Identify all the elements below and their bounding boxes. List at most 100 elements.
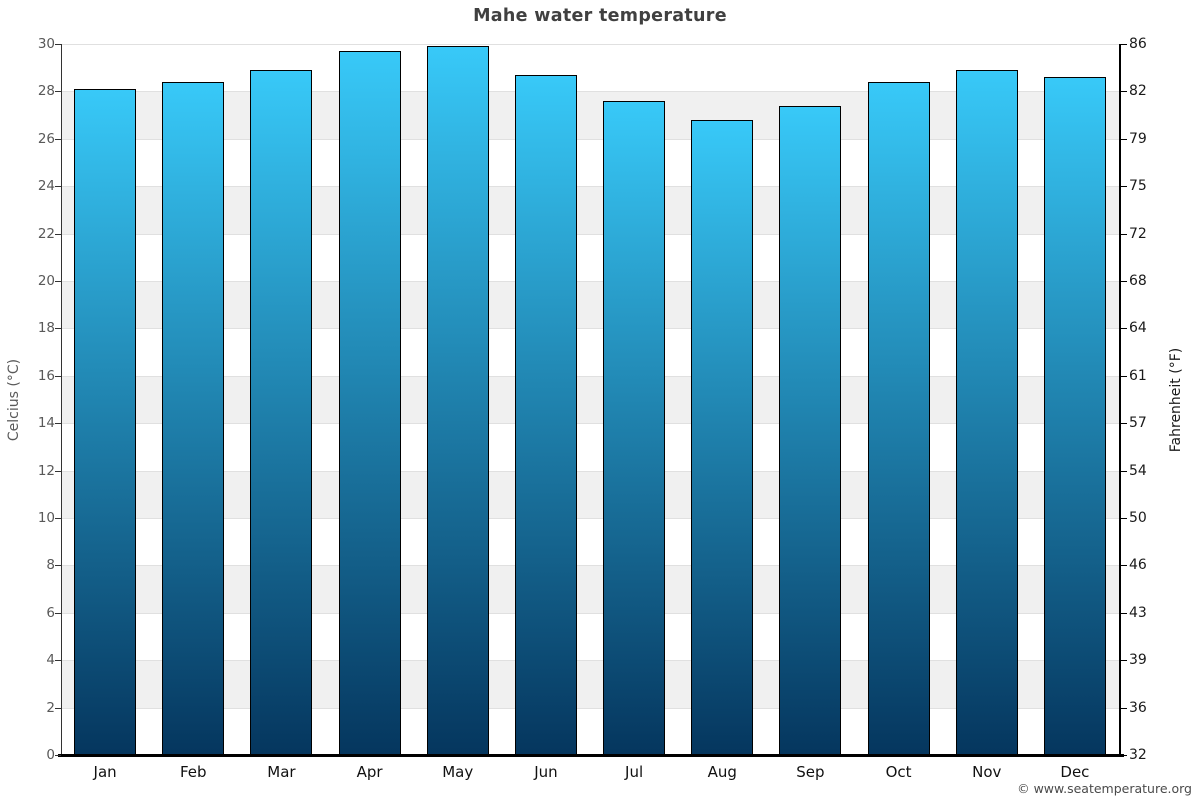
bar-nov xyxy=(955,70,1018,755)
plot-area xyxy=(61,44,1119,755)
gridline xyxy=(61,44,1119,45)
gridline xyxy=(61,186,1119,188)
gridline xyxy=(61,518,1119,519)
y-tick-label-celsius: 28 xyxy=(37,83,55,100)
y-tick-mark xyxy=(1121,612,1127,614)
y-tick-mark xyxy=(1121,470,1127,472)
x-tick-label-jul: Jul xyxy=(625,763,644,781)
y-tick-label-celsius: 30 xyxy=(37,36,55,52)
y-tick-label-fahrenheit: 64 xyxy=(1129,320,1147,337)
y-axis-line-right xyxy=(1119,44,1121,755)
y-tick-mark xyxy=(55,612,61,614)
y-tick-mark xyxy=(1121,281,1127,282)
background-band xyxy=(61,375,1119,424)
gridline xyxy=(61,138,1119,140)
y-tick-label-celsius: 18 xyxy=(37,320,55,337)
background-band xyxy=(61,707,1119,755)
x-tick-label-jan: Jan xyxy=(93,763,117,781)
y-tick-label-fahrenheit: 61 xyxy=(1129,367,1147,384)
y-tick-mark xyxy=(55,375,61,377)
y-tick-mark xyxy=(1121,375,1127,377)
gridline xyxy=(61,281,1119,282)
y-tick-label-fahrenheit: 39 xyxy=(1129,652,1147,669)
y-tick-mark xyxy=(55,233,61,235)
y-tick-mark xyxy=(55,565,61,567)
bar-may xyxy=(426,46,489,755)
background-band xyxy=(61,518,1119,566)
y-tick-label-celsius: 12 xyxy=(37,462,55,479)
gridline xyxy=(61,375,1119,377)
y-tick-mark xyxy=(1121,660,1127,662)
gridline xyxy=(61,328,1119,330)
y-tick-mark xyxy=(55,707,61,709)
background-band xyxy=(61,470,1119,518)
background-band xyxy=(61,44,1119,92)
y-tick-mark xyxy=(1121,233,1127,235)
y-tick-label-celsius: 2 xyxy=(46,699,55,716)
y-tick-label-celsius: 10 xyxy=(37,510,55,526)
y-tick-mark xyxy=(55,755,61,756)
bar-apr xyxy=(338,51,401,755)
background-band xyxy=(61,91,1119,139)
x-axis-line xyxy=(58,754,1124,757)
bar-mar xyxy=(250,70,313,755)
y-tick-label-celsius: 24 xyxy=(37,178,55,195)
gridline xyxy=(61,423,1119,425)
bar-dec xyxy=(1043,77,1106,755)
background-band xyxy=(61,660,1119,708)
bar-jun xyxy=(514,74,577,755)
y-tick-label-fahrenheit: 50 xyxy=(1129,510,1147,526)
x-tick-label-oct: Oct xyxy=(885,763,912,781)
background-band xyxy=(61,138,1119,187)
y-tick-mark xyxy=(1121,565,1127,567)
y-tick-mark xyxy=(55,186,61,188)
y-tick-label-fahrenheit: 32 xyxy=(1129,747,1147,763)
y-tick-label-fahrenheit: 75 xyxy=(1129,178,1147,195)
y-tick-mark xyxy=(55,518,61,519)
background-band xyxy=(61,186,1119,234)
y-tick-label-celsius: 4 xyxy=(46,652,55,669)
gridline xyxy=(61,660,1119,662)
y-tick-label-fahrenheit: 82 xyxy=(1129,83,1147,100)
y-tick-label-fahrenheit: 72 xyxy=(1129,225,1147,242)
y-tick-mark xyxy=(1121,186,1127,188)
x-tick-label-jun: Jun xyxy=(534,763,558,781)
background-band xyxy=(61,281,1119,329)
background-band xyxy=(61,565,1119,613)
y-tick-mark xyxy=(1121,707,1127,709)
y-tick-label-fahrenheit: 79 xyxy=(1129,130,1147,147)
x-tick-label-apr: Apr xyxy=(356,763,383,781)
y-tick-label-fahrenheit: 43 xyxy=(1129,604,1147,621)
y-tick-mark xyxy=(55,44,61,45)
x-tick-label-nov: Nov xyxy=(972,763,1002,781)
bar-sep xyxy=(779,105,842,755)
gridline xyxy=(61,707,1119,709)
y-tick-mark xyxy=(55,328,61,330)
y-tick-mark xyxy=(1121,91,1127,93)
y-tick-label-celsius: 20 xyxy=(37,273,55,289)
y-tick-mark xyxy=(1121,518,1127,519)
y-tick-label-fahrenheit: 54 xyxy=(1129,462,1147,479)
x-tick-label-mar: Mar xyxy=(267,763,296,781)
y-tick-mark xyxy=(55,281,61,282)
y-tick-mark xyxy=(1121,44,1127,45)
copyright-link[interactable]: © www.seatemperature.org xyxy=(1017,781,1192,796)
y-tick-label-fahrenheit: 86 xyxy=(1129,36,1147,52)
y-axis-title-fahrenheit: Fahrenheit (°F) xyxy=(1168,347,1184,453)
chart-title: Mahe water temperature xyxy=(473,6,727,26)
x-tick-label-aug: Aug xyxy=(707,763,737,781)
x-tick-label-feb: Feb xyxy=(179,763,207,781)
y-tick-label-fahrenheit: 36 xyxy=(1129,699,1147,716)
y-tick-label-celsius: 8 xyxy=(46,557,55,574)
y-tick-label-celsius: 22 xyxy=(37,225,55,242)
gridline xyxy=(61,91,1119,93)
bar-jul xyxy=(603,100,666,755)
y-tick-label-celsius: 16 xyxy=(37,367,55,384)
background-band xyxy=(61,233,1119,281)
x-tick-label-sep: Sep xyxy=(796,763,825,781)
y-tick-mark xyxy=(55,660,61,662)
y-tick-label-fahrenheit: 57 xyxy=(1129,415,1147,432)
y-tick-mark xyxy=(55,470,61,472)
bar-aug xyxy=(691,119,754,755)
